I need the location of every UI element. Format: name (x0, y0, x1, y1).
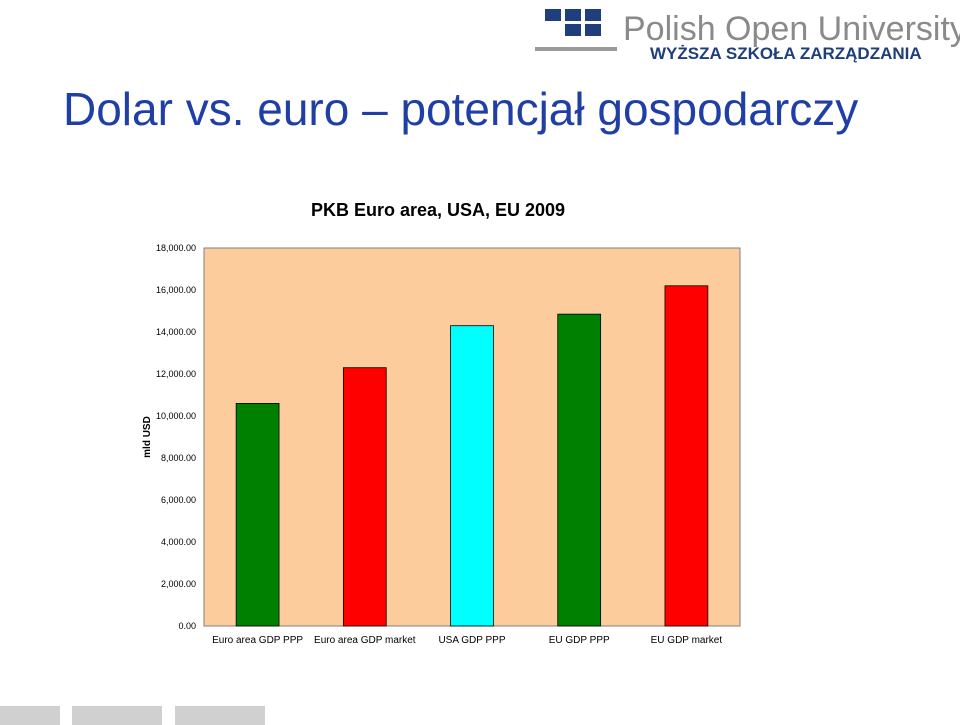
bar-euro-area-gdp-ppp (235, 402, 280, 627)
y-tick-label: 8,000.00 (161, 453, 196, 463)
chart-title: PKB Euro area, USA, EU 2009 (311, 200, 565, 220)
footer-bar-3 (175, 706, 265, 725)
footer-bar-2 (72, 706, 162, 725)
y-tick-label: 14,000.00 (156, 327, 196, 337)
bar-euro-area-gdp-market (342, 367, 387, 627)
y-tick-label: 2,000.00 (161, 579, 196, 589)
university-logo: Polish Open University WYŻSZA SZKOŁA ZAR… (535, 9, 960, 63)
x-tick-label: EU GDP PPP (549, 635, 610, 646)
x-tick-label: Euro area GDP market (314, 635, 416, 646)
page-title: Dolar vs. euro – potencjał gospodarczy (63, 83, 859, 135)
logo-name: Polish Open University (623, 10, 960, 48)
logo-subtitle: WYŻSZA SZKOŁA ZARZĄDZANIA (650, 44, 922, 63)
y-axis-ticks: 0.00 2,000.00 4,000.00 6,000.00 8,000.00 10,0… (156, 243, 196, 631)
y-axis-label: mld USD (142, 416, 153, 458)
logo: Polish Open University WYŻSZA SZKOŁA ZAR… (0, 0, 960, 80)
y-tick-label: 0.00 (178, 621, 196, 631)
y-tick-label: 12,000.00 (156, 369, 196, 379)
footer-bar-1 (0, 706, 60, 725)
bar-usa-gdp-ppp (450, 325, 494, 627)
y-tick-label: 4,000.00 (161, 537, 196, 547)
bar-eu-gdp-ppp (557, 313, 602, 627)
y-tick-label: 6,000.00 (161, 495, 196, 505)
y-tick-label: 16,000.00 (156, 285, 196, 295)
bars (235, 285, 709, 627)
logo-mark-icon (545, 9, 601, 36)
logo-underline (535, 47, 617, 51)
x-axis-labels: Euro area GDP PPP Euro area GDP market USA… (212, 635, 722, 646)
x-tick-label: Euro area GDP PPP (212, 635, 303, 646)
x-tick-label: EU GDP market (651, 635, 723, 646)
y-tick-label: 10,000.00 (156, 411, 196, 421)
y-tick-label: 18,000.00 (156, 243, 196, 253)
bar-eu-gdp-market (664, 285, 709, 627)
x-tick-label: USA GDP PPP (438, 635, 505, 646)
